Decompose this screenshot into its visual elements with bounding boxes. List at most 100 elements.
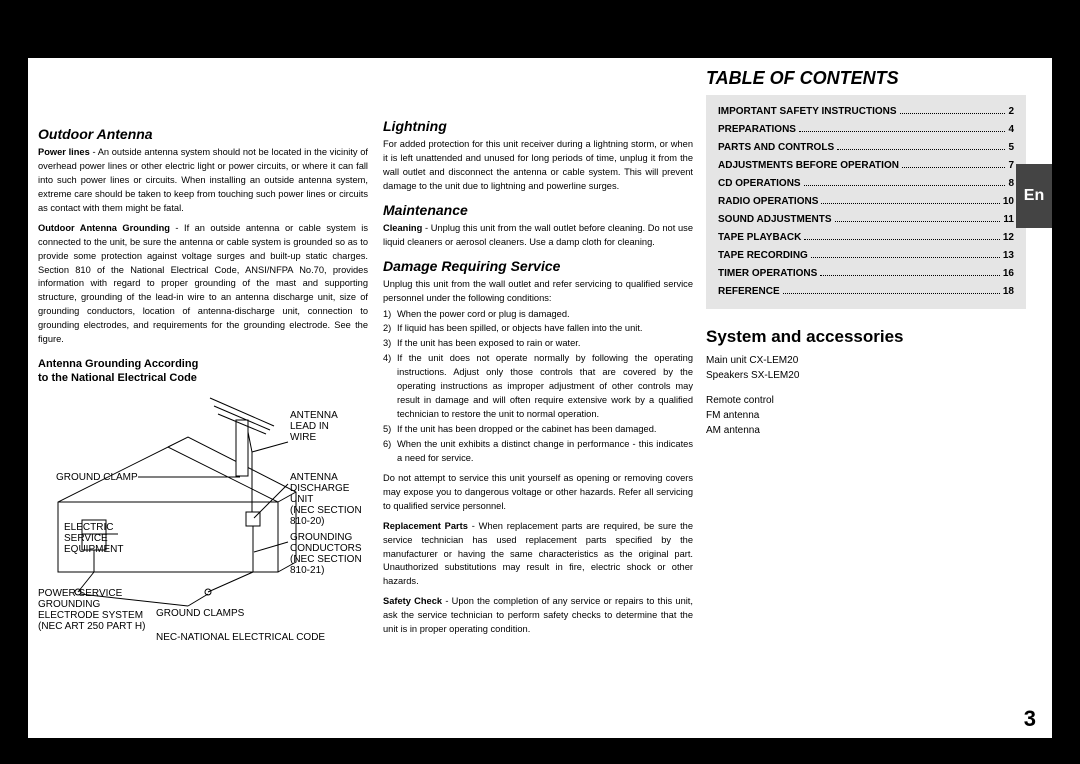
language-tab: En	[1016, 164, 1052, 228]
toc-dots	[811, 257, 1000, 258]
list-item: 5)If the unit has been dropped or the ca…	[383, 423, 693, 437]
toc-dots	[804, 239, 1000, 240]
toc-label: PREPARATIONS	[718, 121, 796, 139]
diagram-title: Antenna Grounding According to the Natio…	[38, 357, 368, 386]
system-line5: AM antenna	[706, 423, 1036, 438]
system-line1: Main unit CX-LEM20	[706, 353, 1036, 368]
list-item: 2)If liquid has been spilled, or objects…	[383, 322, 693, 336]
list-number: 2)	[383, 322, 397, 336]
toc-label: PARTS AND CONTROLS	[718, 139, 834, 157]
toc-page: 7	[1008, 157, 1014, 175]
outdoor-antenna-title: Outdoor Antenna	[38, 126, 368, 142]
toc-row: REFERENCE 18	[718, 283, 1014, 301]
toc-label: REFERENCE	[718, 283, 780, 301]
list-text: If the unit does not operate normally by…	[397, 352, 693, 422]
toc-page: 8	[1008, 175, 1014, 193]
toc-dots	[900, 113, 1006, 114]
grounding-label: Outdoor Antenna Grounding	[38, 223, 170, 233]
toc-label: SOUND ADJUSTMENTS	[718, 211, 832, 229]
label-antenna-lead: ANTENNA LEAD IN WIRE	[290, 410, 338, 443]
diagram-title-1: Antenna Grounding According	[38, 357, 368, 371]
label-ground-clamp-top: GROUND CLAMP	[56, 472, 138, 483]
toc-page: 4	[1008, 121, 1014, 139]
label-antenna-discharge: ANTENNA DISCHARGE UNIT (NEC SECTION 810-…	[290, 472, 362, 527]
toc-box: IMPORTANT SAFETY INSTRUCTIONS2PREPARATIO…	[706, 95, 1026, 309]
cleaning-text: - Unplug this unit from the wall outlet …	[383, 223, 693, 247]
toc-row: RADIO OPERATIONS 10	[718, 193, 1014, 211]
safety-label: Safety Check	[383, 596, 442, 606]
safety-para: Safety Check - Upon the completion of an…	[383, 595, 693, 637]
list-text: If liquid has been spilled, or objects h…	[397, 322, 693, 336]
replacement-label: Replacement Parts	[383, 521, 468, 531]
toc-page: 2	[1008, 103, 1014, 121]
toc-row: IMPORTANT SAFETY INSTRUCTIONS 2	[718, 103, 1014, 121]
toc-row: ADJUSTMENTS BEFORE OPERATION 7	[718, 157, 1014, 175]
damage-intro: Unplug this unit from the wall outlet an…	[383, 278, 693, 306]
toc-dots	[783, 293, 1000, 294]
toc-row: CD OPERATIONS 8	[718, 175, 1014, 193]
toc-page: 10	[1003, 193, 1014, 211]
damage-warn: Do not attempt to service this unit your…	[383, 472, 693, 514]
list-number: 6)	[383, 438, 397, 466]
toc-dots	[799, 131, 1005, 132]
toc-row: PREPARATIONS 4	[718, 121, 1014, 139]
toc-label: TAPE RECORDING	[718, 247, 808, 265]
label-nec-code: NEC-NATIONAL ELECTRICAL CODE	[156, 632, 325, 643]
grounding-para: Outdoor Antenna Grounding - If an outsid…	[38, 222, 368, 347]
list-number: 3)	[383, 337, 397, 351]
toc-dots	[804, 185, 1006, 186]
toc-label: RADIO OPERATIONS	[718, 193, 818, 211]
list-item: 6)When the unit exhibits a distinct chan…	[383, 438, 693, 466]
toc-label: CD OPERATIONS	[718, 175, 801, 193]
column-1: Outdoor Antenna Power lines - An outside…	[38, 118, 368, 652]
diagram-title-2: to the National Electrical Code	[38, 371, 368, 385]
list-text: If the unit has been exposed to rain or …	[397, 337, 693, 351]
list-text: When the unit exhibits a distinct change…	[397, 438, 693, 466]
list-number: 4)	[383, 352, 397, 422]
toc-row: SOUND ADJUSTMENTS 11	[718, 211, 1014, 229]
system-line2: Speakers SX-LEM20	[706, 368, 1036, 383]
list-item: 4)If the unit does not operate normally …	[383, 352, 693, 422]
lightning-title: Lightning	[383, 118, 693, 134]
manual-page: Outdoor Antenna Power lines - An outside…	[28, 58, 1052, 738]
toc-label: ADJUSTMENTS BEFORE OPERATION	[718, 157, 899, 175]
grounding-text: - If an outside antenna or cable system …	[38, 223, 368, 345]
power-lines-label: Power lines	[38, 147, 90, 157]
toc-page: 12	[1003, 229, 1014, 247]
page-number: 3	[1024, 706, 1036, 732]
toc-label: TIMER OPERATIONS	[718, 265, 817, 283]
column-2: Lightning For added protection for this …	[383, 118, 693, 643]
system-line4: FM antenna	[706, 408, 1036, 423]
toc-title: TABLE OF CONTENTS	[706, 68, 1036, 89]
lightning-text: For added protection for this unit recei…	[383, 138, 693, 194]
list-text: When the power cord or plug is damaged.	[397, 308, 693, 322]
antenna-diagram: ANTENNA LEAD IN WIRE GROUND CLAMP ANTENN…	[38, 392, 368, 652]
toc-dots	[835, 221, 1001, 222]
toc-row: TAPE PLAYBACK 12	[718, 229, 1014, 247]
maintenance-title: Maintenance	[383, 202, 693, 218]
list-number: 1)	[383, 308, 397, 322]
list-item: 1)When the power cord or plug is damaged…	[383, 308, 693, 322]
toc-dots	[821, 203, 999, 204]
toc-page: 11	[1003, 211, 1014, 229]
toc-dots	[837, 149, 1005, 150]
damage-list: 1)When the power cord or plug is damaged…	[383, 308, 693, 466]
cleaning-para: Cleaning - Unplug this unit from the wal…	[383, 222, 693, 250]
list-item: 3)If the unit has been exposed to rain o…	[383, 337, 693, 351]
toc-label: IMPORTANT SAFETY INSTRUCTIONS	[718, 103, 897, 121]
toc-dots	[902, 167, 1006, 168]
toc-row: TIMER OPERATIONS16	[718, 265, 1014, 283]
label-grounding-conductors: GROUNDING CONDUCTORS (NEC SECTION 810-21…	[290, 532, 362, 576]
label-ground-clamps-bottom: GROUND CLAMPS	[156, 608, 244, 619]
toc-dots	[820, 275, 1000, 276]
label-electric-service: ELECTRIC SERVICE EQUIPMENT	[64, 522, 123, 555]
cleaning-label: Cleaning	[383, 223, 422, 233]
toc-label: TAPE PLAYBACK	[718, 229, 801, 247]
label-power-service: POWER SERVICE GROUNDING ELECTRODE SYSTEM…	[38, 588, 145, 632]
toc-page: 18	[1003, 283, 1014, 301]
system-title: System and accessories	[706, 327, 1036, 347]
system-line3: Remote control	[706, 393, 1036, 408]
toc-row: PARTS AND CONTROLS5	[718, 139, 1014, 157]
list-text: If the unit has been dropped or the cabi…	[397, 423, 693, 437]
list-number: 5)	[383, 423, 397, 437]
